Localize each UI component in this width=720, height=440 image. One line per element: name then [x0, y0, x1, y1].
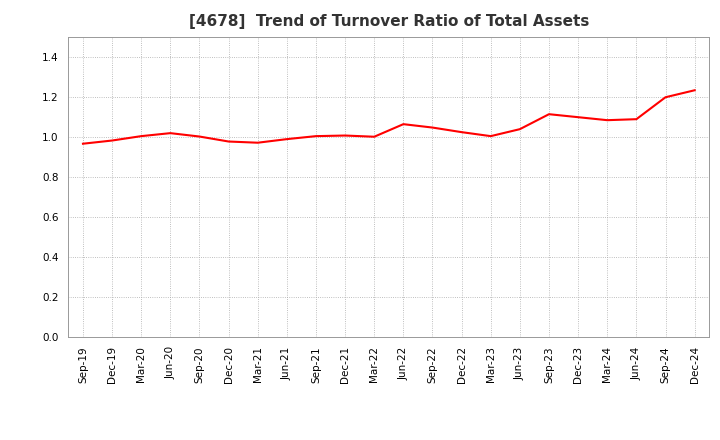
- Title: [4678]  Trend of Turnover Ratio of Total Assets: [4678] Trend of Turnover Ratio of Total …: [189, 14, 589, 29]
